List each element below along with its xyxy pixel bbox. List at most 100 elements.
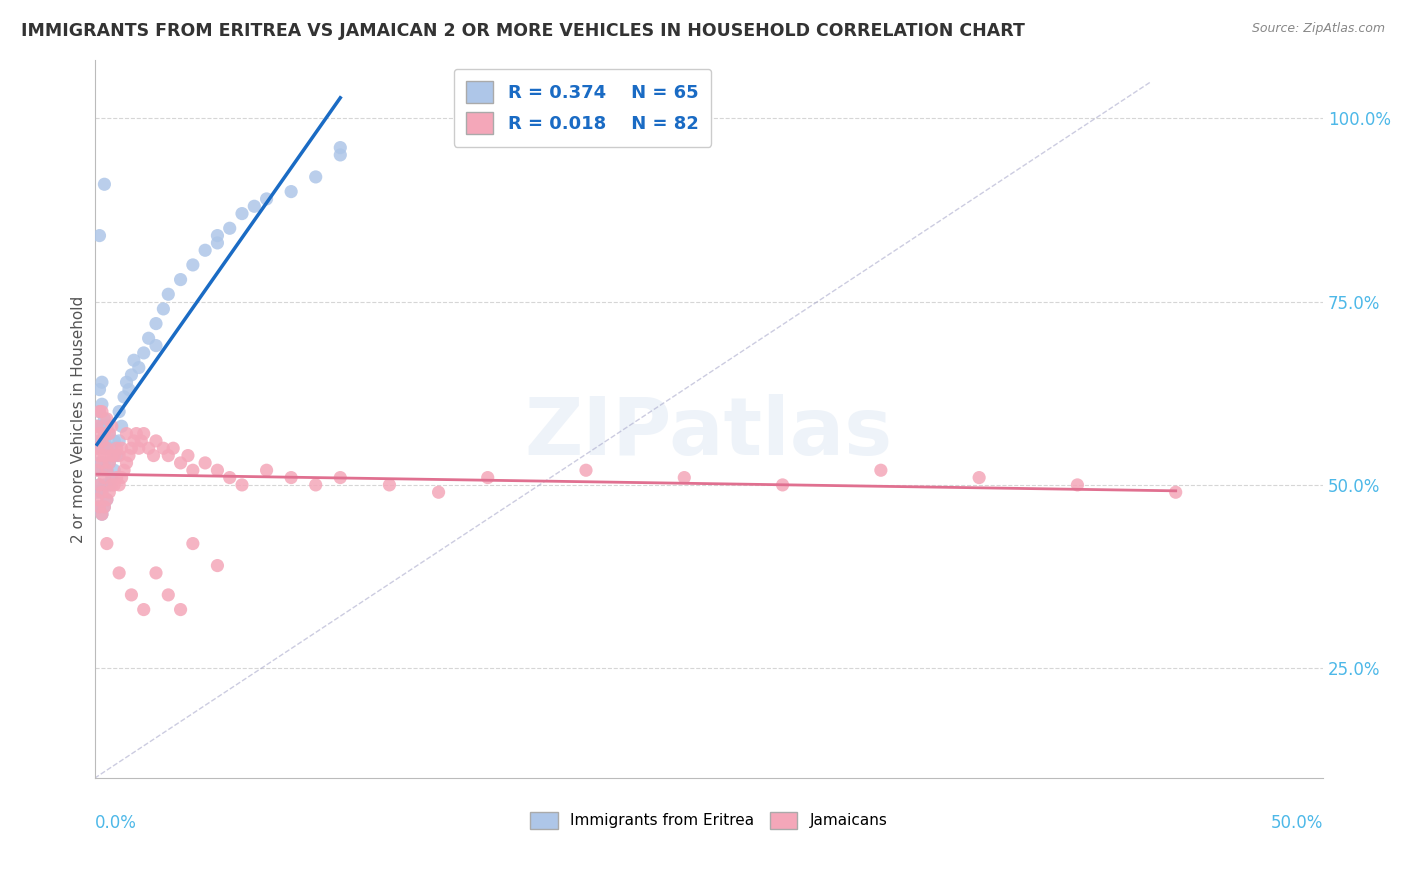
Point [98,426,121,441]
Point [108,478,131,492]
Point [152,301,174,316]
Point [100,470,122,484]
Point [86,419,108,434]
Point [98,456,121,470]
Point [772,478,794,492]
Point [108,404,131,418]
Point [122,434,145,448]
Point [145,434,167,448]
Point [477,470,499,484]
Point [91,397,114,411]
Point [91,508,114,522]
Point [112,463,135,477]
Text: ZIPatlas: ZIPatlas [524,394,893,472]
Point [93,449,115,463]
Point [169,602,191,616]
Point [280,185,302,199]
Point [218,221,240,235]
Point [108,449,131,463]
Point [86,463,108,477]
Point [120,588,142,602]
Y-axis label: 2 or more Vehicles in Household: 2 or more Vehicles in Household [72,295,86,542]
Point [98,456,121,470]
Point [89,500,111,514]
Point [96,442,118,456]
Point [89,383,111,397]
Point [194,244,217,258]
Point [105,442,128,456]
Point [305,478,328,492]
Point [138,331,160,345]
Point [329,148,352,162]
Point [1164,485,1187,500]
Point [129,434,152,448]
Point [207,463,229,477]
Point [243,199,266,213]
Point [967,470,990,484]
Point [89,404,111,418]
Point [103,449,125,463]
Point [181,536,204,550]
Point [329,140,352,154]
Point [256,192,278,206]
Point [138,442,160,456]
Point [91,404,114,418]
Point [108,566,131,580]
Point [86,419,108,434]
Point [86,492,108,507]
Point [86,500,108,514]
Point [110,442,132,456]
Point [86,442,108,456]
Point [231,206,253,220]
Point [91,485,114,500]
Point [91,419,114,434]
Point [115,456,138,470]
Point [96,419,118,434]
Point [93,426,115,441]
Point [132,346,155,360]
Point [93,478,115,492]
Point [98,478,121,492]
Point [91,485,114,500]
Point [98,485,121,500]
Point [96,412,118,426]
Point [125,426,148,441]
Point [110,419,132,434]
Point [181,258,204,272]
Point [108,434,131,448]
Point [329,470,352,484]
Point [86,463,108,477]
Text: IMMIGRANTS FROM ERITREA VS JAMAICAN 2 OR MORE VEHICLES IN HOUSEHOLD CORRELATION : IMMIGRANTS FROM ERITREA VS JAMAICAN 2 OR… [21,22,1025,40]
Point [96,492,118,507]
Point [89,478,111,492]
Point [427,485,450,500]
Point [89,434,111,448]
Point [100,478,122,492]
Point [152,442,174,456]
Point [93,470,115,484]
Point [89,449,111,463]
Point [91,456,114,470]
Point [207,228,229,243]
Point [86,442,108,456]
Point [112,390,135,404]
Point [96,536,118,550]
Text: 0.0%: 0.0% [94,814,136,832]
Point [100,419,122,434]
Point [157,588,180,602]
Point [207,558,229,573]
Point [256,463,278,477]
Point [128,442,150,456]
Point [103,463,125,477]
Point [181,463,204,477]
Point [93,500,115,514]
Point [91,376,114,390]
Point [122,353,145,368]
Point [673,470,696,484]
Point [157,449,180,463]
Point [96,463,118,477]
Point [89,228,111,243]
Point [132,602,155,616]
Point [93,456,115,470]
Point [89,404,111,418]
